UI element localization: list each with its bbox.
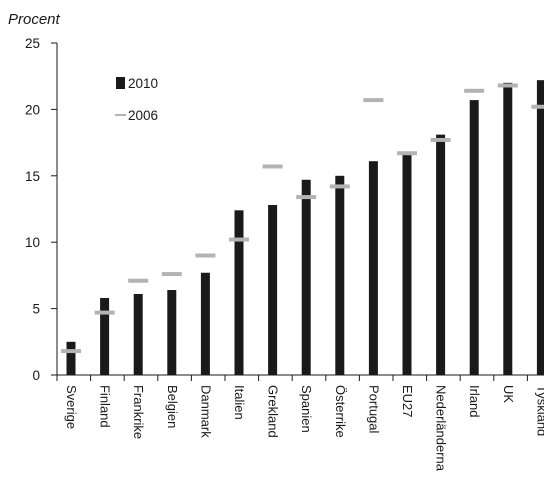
marker-2006 <box>531 104 544 109</box>
bar-2010 <box>436 134 446 375</box>
marker-2006 <box>363 98 384 103</box>
bar-2010 <box>301 179 311 375</box>
category-label: Italien <box>232 385 247 420</box>
y-tick-label: 5 <box>32 302 40 317</box>
bar-2010 <box>100 297 110 375</box>
legend-swatch-2006 <box>115 114 126 116</box>
marker-2006 <box>497 83 518 88</box>
legend-label-2010: 2010 <box>128 76 158 91</box>
category-label: Belgien <box>165 385 180 428</box>
legend-swatch-2010 <box>116 77 125 89</box>
bar-2010 <box>503 82 513 375</box>
category-label: Irland <box>467 385 482 418</box>
bar-2010 <box>536 80 544 376</box>
marker-2006 <box>329 184 350 189</box>
category-label: Nederländerna <box>434 385 449 472</box>
category-label: Finland <box>98 385 113 428</box>
bar-2010 <box>368 161 378 375</box>
category-label: Tyskland <box>534 385 544 436</box>
marker-2006 <box>229 237 249 242</box>
category-labels: Sverige Finland Frankrike Belgien Danmark Ita… <box>64 385 544 472</box>
y-tick-label: 20 <box>25 102 40 117</box>
y-axis-label: Procent <box>8 11 61 28</box>
category-label: Grekland <box>266 385 281 438</box>
y-axis-ticks: 0 5 10 15 20 25 <box>25 36 57 383</box>
bar-2010 <box>66 341 76 375</box>
category-label: Frankrike <box>131 385 146 439</box>
marker-2006 <box>262 164 283 169</box>
bar-2010 <box>133 293 143 375</box>
bar-2010 <box>200 272 210 375</box>
category-label: Spanien <box>299 385 314 433</box>
marker-2006 <box>94 310 115 315</box>
category-label: Österrike <box>333 385 348 438</box>
y-tick-label: 15 <box>25 169 40 184</box>
y-tick-label: 10 <box>25 235 40 250</box>
marker-2006 <box>296 195 317 200</box>
bar-2010 <box>402 151 412 375</box>
marker-2006 <box>464 88 485 93</box>
bar-2010 <box>335 175 345 375</box>
category-label: UK <box>501 385 516 403</box>
marker-2006 <box>128 278 149 283</box>
markers-2006 <box>61 83 544 354</box>
y-tick-label: 25 <box>25 36 40 51</box>
bars-2010 <box>66 80 544 376</box>
bar-2010 <box>268 205 278 375</box>
category-label: Danmark <box>198 385 213 438</box>
marker-2006 <box>161 272 182 277</box>
legend-label-2006: 2006 <box>128 108 158 123</box>
marker-2006 <box>397 151 417 156</box>
y-tick-label: 0 <box>32 368 40 383</box>
category-label: Portugal <box>366 385 381 434</box>
marker-2006 <box>195 253 216 258</box>
marker-2006 <box>430 137 451 142</box>
category-label: Sverige <box>64 385 79 429</box>
marker-2006 <box>61 349 81 354</box>
category-label: EU27 <box>400 385 415 418</box>
bar-2010 <box>469 100 479 375</box>
legend: 2010 2006 <box>115 76 158 123</box>
bar-2010 <box>167 290 177 375</box>
bar-2010 <box>234 210 244 375</box>
